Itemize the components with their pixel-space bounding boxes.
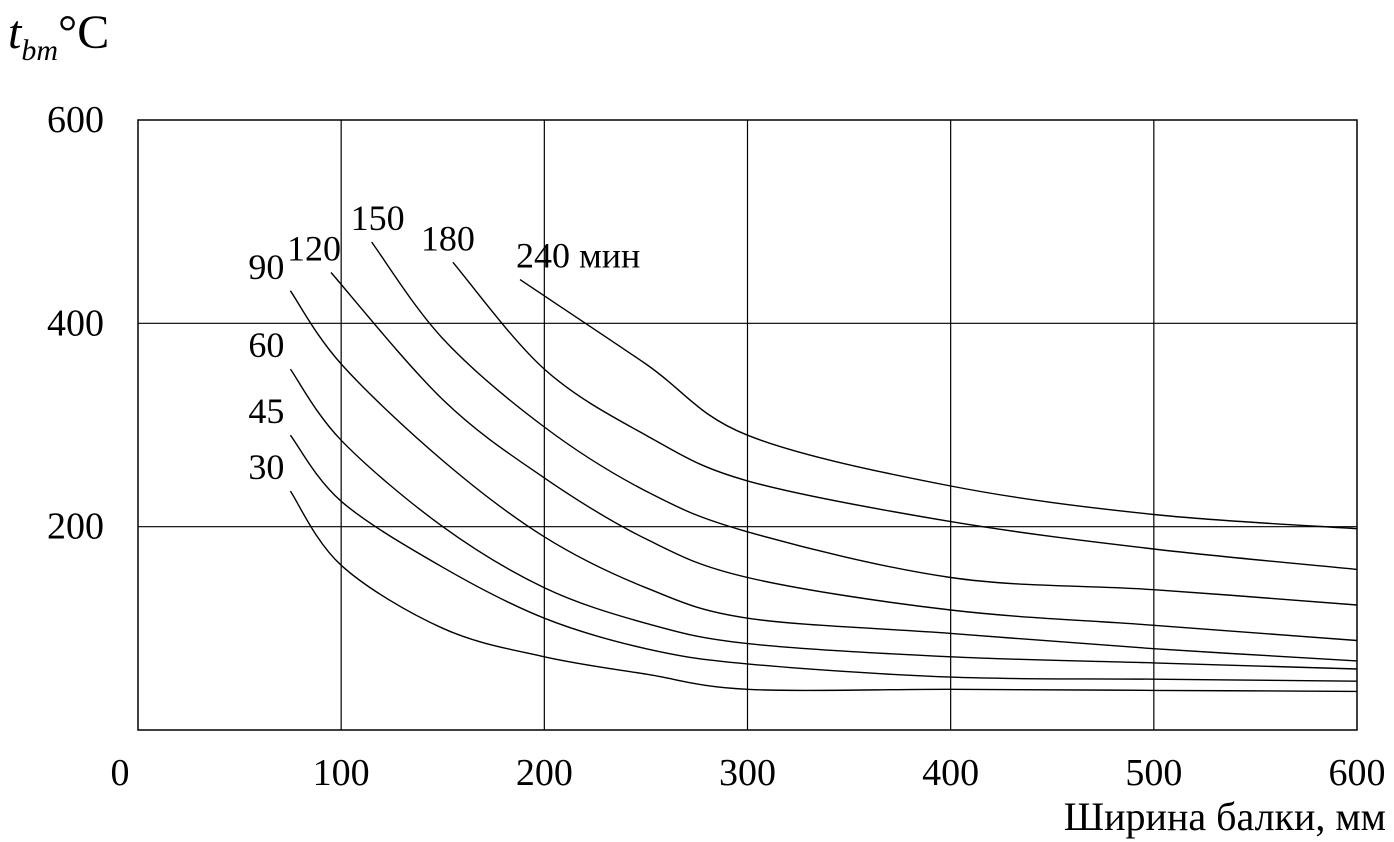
series-line-240-мин — [519, 279, 1358, 530]
y-axis-label-main: t — [8, 6, 23, 59]
plot-frame — [137, 119, 1358, 731]
series-line-60 — [289, 368, 1358, 670]
x-tick-label: 500 — [1125, 752, 1182, 794]
x-tick-label: 200 — [516, 752, 573, 794]
series-label: 45 — [248, 391, 284, 431]
x-tick-label: 300 — [719, 752, 776, 794]
series-label: 60 — [248, 325, 284, 365]
series-label: 120 — [287, 229, 341, 269]
y-tick-label: 200 — [47, 506, 104, 548]
series-label: 240 мин — [516, 236, 640, 276]
tick-labels: 0 100 200 300 400 500 600 200 400 600 — [47, 99, 1386, 794]
series-line-180 — [452, 261, 1358, 571]
series-label: 90 — [248, 247, 284, 287]
x-tick-label: 600 — [1329, 752, 1386, 794]
y-axis-label-unit: °C — [58, 6, 109, 59]
series-label: 30 — [248, 447, 284, 487]
series-label: 180 — [421, 218, 475, 258]
x-axis-label: Ширина балки, мм — [1064, 794, 1386, 839]
y-axis-label: tbm°C — [8, 6, 109, 67]
y-tick-label: 600 — [47, 99, 104, 141]
series-line-120 — [330, 272, 1358, 642]
y-axis-label-sub: bm — [21, 34, 58, 67]
x-tick-label: 400 — [922, 752, 979, 794]
series-lines — [289, 241, 1358, 693]
x-tick-label: 100 — [313, 752, 370, 794]
x-tick-label: 0 — [111, 752, 130, 794]
series-line-45 — [289, 434, 1358, 682]
series-line-150 — [371, 241, 1358, 606]
series-line-90 — [289, 290, 1358, 662]
y-tick-label: 400 — [47, 302, 104, 344]
series-label: 150 — [351, 198, 405, 238]
series-line-30 — [289, 490, 1358, 693]
grid-lines — [138, 120, 1357, 730]
